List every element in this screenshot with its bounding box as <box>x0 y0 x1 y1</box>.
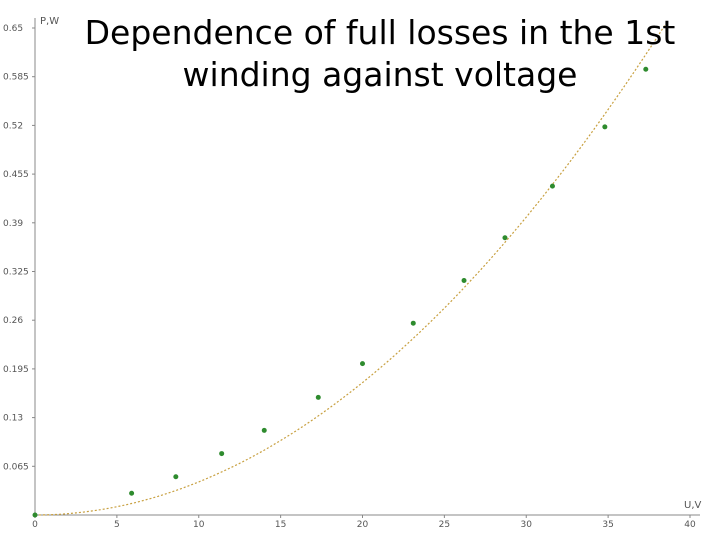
x-tick-label: 0 <box>32 520 38 530</box>
y-tick-group: 0.065 0.13 0.195 0.26 0.325 0.39 0.455 0.52 0.58… <box>3 24 35 472</box>
x-tick-label: 10 <box>193 520 205 530</box>
data-point <box>461 277 467 283</box>
x-tick-group: 0 5 10 15 20 25 30 35 40 <box>32 515 696 530</box>
data-point <box>261 427 267 433</box>
data-point <box>129 490 135 496</box>
data-point <box>219 451 225 457</box>
data-point <box>643 66 649 72</box>
x-axis-label: U,V <box>684 500 701 511</box>
x-tick-label: 15 <box>275 520 286 530</box>
y-tick-label: 0.065 <box>3 462 29 472</box>
x-tick-label: 20 <box>357 520 369 530</box>
data-point <box>602 124 608 130</box>
x-tick-label: 30 <box>521 520 533 530</box>
data-point <box>502 235 508 241</box>
data-point <box>549 183 555 189</box>
x-tick-label: 35 <box>602 520 613 530</box>
y-axis-label: P,W <box>40 16 59 27</box>
y-tick-label: 0.455 <box>3 170 29 180</box>
y-tick-label: 0.65 <box>3 24 23 34</box>
y-tick-label: 0.13 <box>3 414 23 424</box>
chart-title: Dependence of full losses in the 1st win… <box>84 13 676 94</box>
y-tick-label: 0.52 <box>3 121 23 131</box>
data-point <box>32 512 38 518</box>
data-point <box>360 361 365 367</box>
y-tick-label: 0.26 <box>3 316 23 326</box>
y-tick-label: 0.325 <box>3 268 29 278</box>
y-tick-label: 0.39 <box>3 219 23 229</box>
data-point <box>315 394 321 400</box>
x-tick-label: 40 <box>684 520 696 530</box>
trend-line <box>34 23 666 516</box>
y-tick-label: 0.195 <box>3 365 29 375</box>
x-tick-label: 5 <box>114 520 120 530</box>
x-tick-label: 25 <box>439 520 450 530</box>
data-points-group <box>32 66 649 518</box>
y-tick-label: 0.585 <box>3 73 29 83</box>
data-point <box>410 320 416 326</box>
data-point <box>173 474 179 480</box>
